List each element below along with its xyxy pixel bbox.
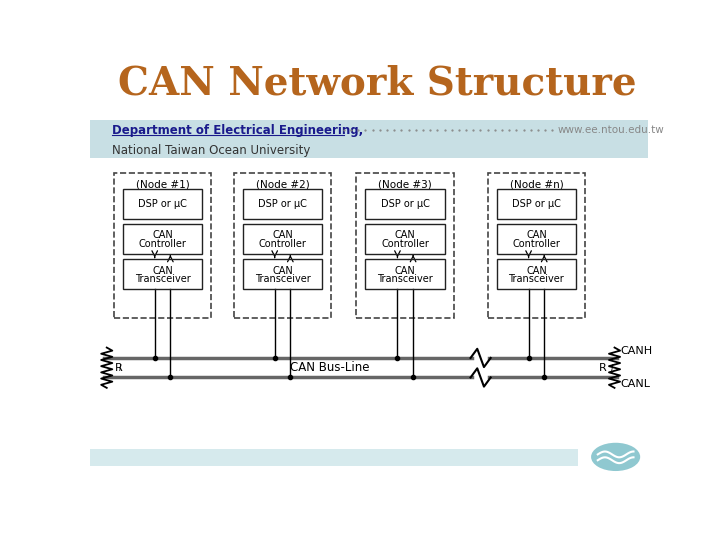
- Text: CAN: CAN: [526, 266, 546, 275]
- Bar: [356, 173, 454, 319]
- Text: Transceiver: Transceiver: [255, 274, 310, 284]
- Text: R: R: [115, 363, 123, 373]
- Text: DSP or μC: DSP or μC: [258, 199, 307, 208]
- Text: www.ee.ntou.edu.tw: www.ee.ntou.edu.tw: [557, 125, 665, 135]
- Text: CAN Bus-Line: CAN Bus-Line: [290, 361, 369, 374]
- Text: R: R: [598, 363, 606, 373]
- Text: CAN: CAN: [526, 230, 546, 240]
- Text: National Taiwan Ocean University: National Taiwan Ocean University: [112, 144, 311, 157]
- Text: CAN: CAN: [152, 266, 173, 275]
- Bar: [365, 224, 445, 254]
- Bar: [243, 188, 323, 219]
- Bar: [122, 259, 202, 289]
- Text: CAN: CAN: [395, 266, 415, 275]
- Text: CANH: CANH: [620, 346, 652, 356]
- Bar: [497, 188, 576, 219]
- Bar: [487, 173, 585, 319]
- Text: DSP or μC: DSP or μC: [512, 199, 561, 208]
- Bar: [90, 120, 648, 158]
- Bar: [497, 224, 576, 254]
- Text: CANL: CANL: [620, 379, 650, 389]
- Bar: [365, 259, 445, 289]
- Bar: [234, 173, 331, 319]
- Text: CAN: CAN: [395, 230, 415, 240]
- Text: Department of Electrical Engineering,: Department of Electrical Engineering,: [112, 124, 364, 137]
- Text: Controller: Controller: [382, 239, 429, 248]
- Text: l: l: [611, 364, 613, 373]
- Text: Transceiver: Transceiver: [135, 274, 190, 284]
- Bar: [365, 188, 445, 219]
- Text: (Node #1): (Node #1): [135, 180, 189, 190]
- Bar: [243, 259, 323, 289]
- Bar: [122, 224, 202, 254]
- Bar: [497, 259, 576, 289]
- Bar: [243, 224, 323, 254]
- Text: Controller: Controller: [513, 239, 560, 248]
- Text: (Node #2): (Node #2): [256, 180, 310, 190]
- Bar: [114, 173, 212, 319]
- Text: CAN Network Structure: CAN Network Structure: [118, 64, 636, 102]
- Text: CAN: CAN: [152, 230, 173, 240]
- Bar: [122, 188, 202, 219]
- Text: CAN: CAN: [272, 230, 293, 240]
- Text: Controller: Controller: [139, 239, 186, 248]
- Text: Transceiver: Transceiver: [377, 274, 433, 284]
- Ellipse shape: [591, 443, 640, 471]
- Text: DSP or μC: DSP or μC: [381, 199, 430, 208]
- Text: Transceiver: Transceiver: [508, 274, 564, 284]
- Text: DSP or μC: DSP or μC: [138, 199, 187, 208]
- Text: CAN: CAN: [272, 266, 293, 275]
- Text: (Node #n): (Node #n): [510, 180, 563, 190]
- Bar: [90, 449, 578, 466]
- Text: l: l: [119, 364, 122, 373]
- Text: Controller: Controller: [258, 239, 307, 248]
- Text: (Node #3): (Node #3): [379, 180, 432, 190]
